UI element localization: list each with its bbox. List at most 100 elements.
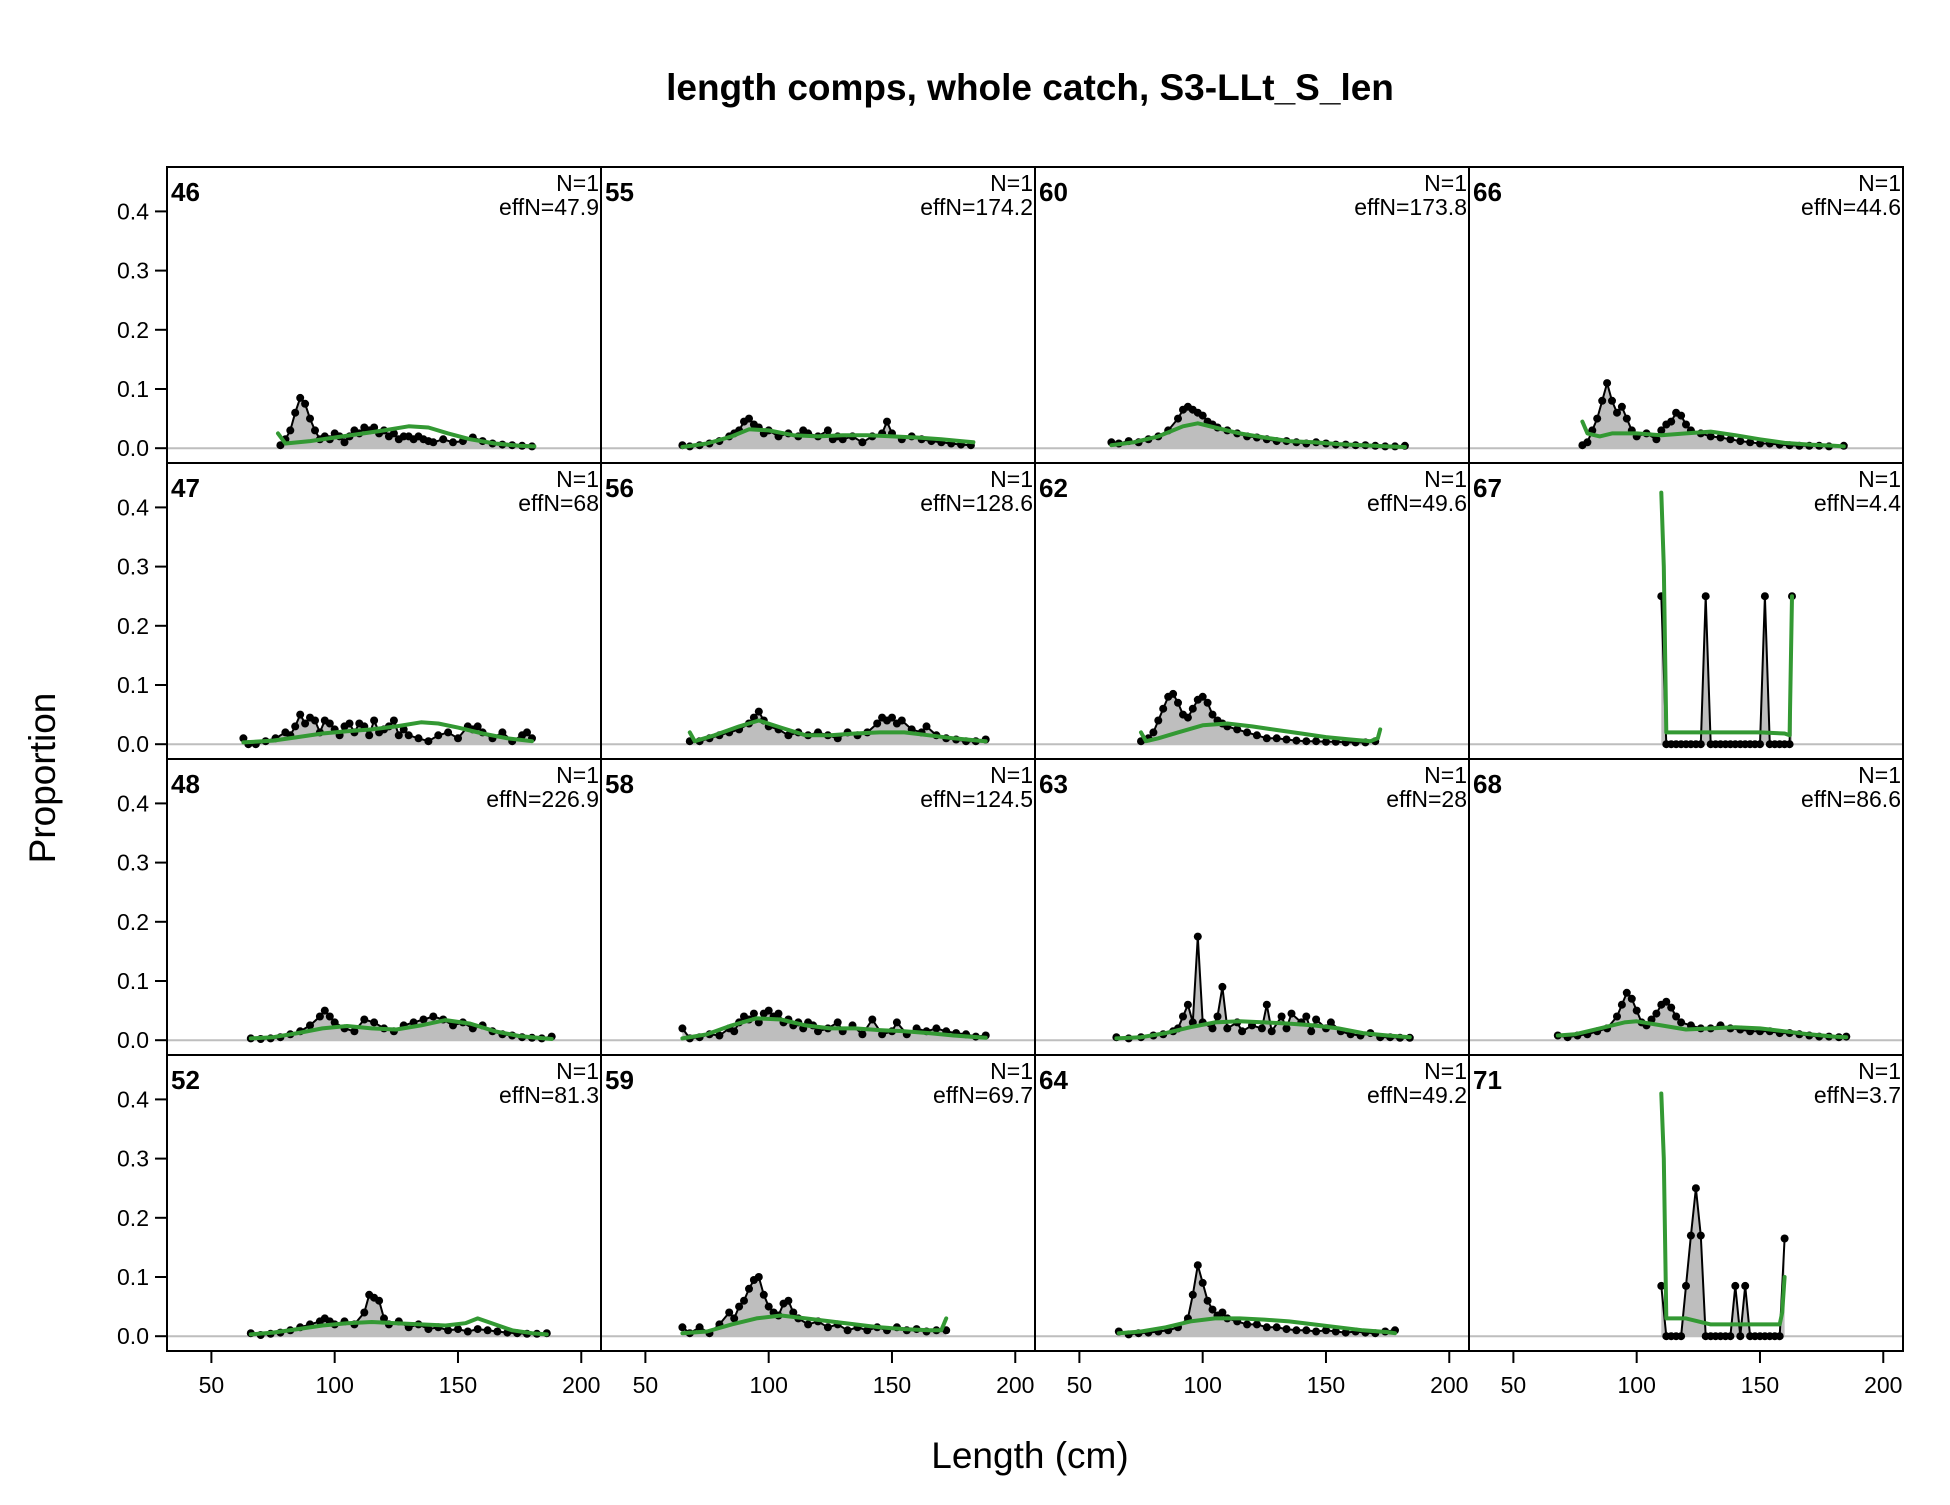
observed-point — [1627, 994, 1636, 1003]
observed-point — [429, 1012, 438, 1021]
y-tick-label: 0.1 — [117, 968, 149, 994]
panel-n-label: N=1 — [1858, 762, 1901, 788]
x-tick-label: 150 — [439, 1372, 477, 1398]
y-tick-label: 0.4 — [117, 1086, 149, 1112]
x-tick-label: 150 — [873, 1372, 911, 1398]
panel-frame — [1468, 1054, 1904, 1352]
observed-point — [1617, 1000, 1626, 1009]
observed-point — [380, 1314, 388, 1323]
observed-point — [523, 728, 531, 737]
observed-point — [1302, 1326, 1311, 1335]
observed-point — [745, 1284, 753, 1293]
observed-point — [1691, 1184, 1700, 1193]
observed-point — [1183, 713, 1192, 722]
observed-point — [389, 429, 398, 438]
panel-n-label: N=1 — [1424, 1058, 1467, 1084]
expected-line — [680, 1313, 949, 1336]
expected-line — [1580, 419, 1846, 449]
observed-point — [1193, 932, 1202, 941]
y-tick-label: 0.4 — [117, 494, 149, 520]
y-tick-label: 0.1 — [117, 376, 149, 402]
expected-line — [687, 718, 988, 744]
observed-point — [1322, 1326, 1330, 1335]
observed-point — [1716, 433, 1725, 442]
observed-point — [730, 1027, 739, 1036]
observed-point — [1652, 1009, 1661, 1018]
observed-point — [1149, 728, 1158, 737]
observed-point — [493, 1327, 502, 1336]
x-tick-label: 50 — [199, 1372, 225, 1398]
expected-line — [248, 1018, 554, 1041]
observed-point — [1677, 1332, 1686, 1341]
panel-n-label: N=1 — [556, 762, 599, 788]
observed-point — [424, 737, 433, 746]
observed-point — [1307, 1027, 1316, 1036]
observed-point — [325, 719, 334, 728]
observed-point — [1775, 1332, 1784, 1341]
observed-area — [689, 711, 986, 745]
observed-point — [730, 1314, 739, 1323]
observed-point — [1731, 1281, 1740, 1290]
observed-point — [1282, 1024, 1291, 1033]
observed-point — [1257, 1024, 1266, 1033]
observed-area — [1661, 1188, 1785, 1337]
observed-point — [1198, 1278, 1207, 1287]
x-tick-label: 200 — [562, 1372, 600, 1398]
panel-effn-label: effN=226.9 — [486, 786, 599, 812]
observed-point — [1292, 1326, 1301, 1335]
observed-point — [1287, 1009, 1296, 1018]
observed-point — [306, 1021, 314, 1030]
x-tick-label: 150 — [1307, 1372, 1345, 1398]
panel-effn-label: effN=128.6 — [920, 490, 1033, 516]
observed-line — [1660, 1188, 1786, 1338]
observed-point — [1736, 437, 1745, 446]
observed-point — [286, 426, 295, 435]
y-tick-label: 0.1 — [117, 672, 149, 698]
observed-point — [276, 441, 285, 450]
observed-point — [394, 731, 403, 740]
observed-point — [1682, 420, 1690, 429]
observed-point — [1326, 1018, 1335, 1027]
observed-point — [1677, 1018, 1686, 1027]
panel-n-label: N=1 — [990, 1058, 1033, 1084]
observed-point — [454, 734, 462, 743]
observed-point — [1208, 710, 1217, 719]
panel-n-label: N=1 — [990, 170, 1033, 196]
observed-point — [1267, 1027, 1276, 1036]
observed-point — [1677, 411, 1686, 420]
observed-point — [296, 710, 305, 719]
observed-point — [1598, 396, 1607, 405]
observed-point — [429, 438, 438, 447]
observed-point — [1233, 725, 1242, 734]
observed-point — [774, 1009, 783, 1018]
observed-area — [1557, 992, 1847, 1041]
observed-point — [1174, 414, 1182, 423]
observed-point — [678, 1024, 687, 1033]
expected-line — [680, 1016, 988, 1041]
observed-point — [1613, 408, 1621, 417]
observed-point — [291, 722, 300, 731]
expected-line — [248, 1316, 549, 1337]
x-tick-label: 100 — [749, 1372, 787, 1398]
panel-effn-label: effN=47.9 — [499, 194, 599, 220]
expected-line — [1555, 1019, 1849, 1040]
panel-label: 64 — [1039, 1065, 1068, 1095]
x-tick-label: 100 — [1183, 1372, 1221, 1398]
observed-point — [1243, 1320, 1252, 1329]
observed-point — [754, 1273, 763, 1281]
y-tick-label: 0.3 — [117, 258, 149, 284]
observed-point — [843, 1326, 852, 1335]
y-tick-label: 0.2 — [117, 909, 149, 935]
observed-point — [1159, 704, 1168, 713]
observed-point — [695, 1323, 704, 1332]
y-tick-label: 0.4 — [117, 790, 149, 816]
observed-point — [444, 728, 453, 737]
observed-point — [1312, 1327, 1321, 1336]
observed-point — [897, 716, 906, 725]
